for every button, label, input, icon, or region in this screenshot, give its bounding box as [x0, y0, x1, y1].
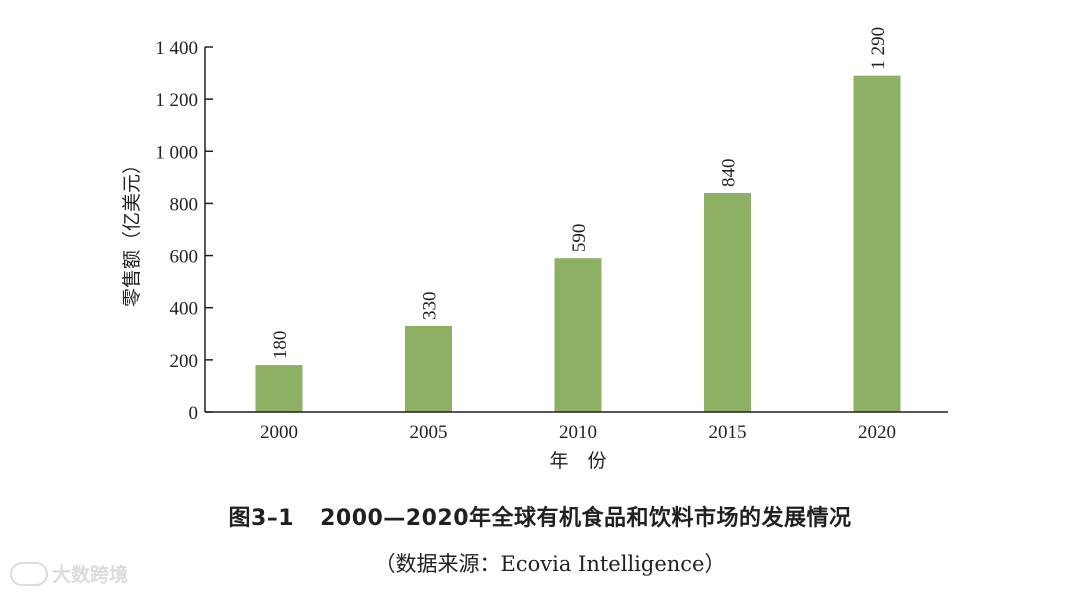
watermark: 大数跨境 [10, 560, 128, 587]
figure-number: 图3–1 [228, 506, 295, 531]
figure-caption: 图3–1 2000—2020年全球有机食品和饮料市场的发展情况 [0, 500, 1080, 532]
x-tick-label: 2000 [260, 422, 298, 443]
figure-source: （数据来源：Ecovia Intelligence） [374, 552, 726, 576]
bar-value-label-2015: 840 [719, 159, 740, 188]
y-tick-label: 1 400 [155, 38, 198, 59]
y-axis-ticks: 0 200 400 600 800 1 000 1 200 1 400 [155, 38, 213, 424]
bar-2020 [853, 75, 901, 412]
y-tick-label: 200 [170, 351, 199, 372]
bar-value-label-2020: 1 290 [868, 27, 889, 70]
watermark-text: 大数跨境 [52, 564, 129, 586]
bar-2010 [554, 258, 602, 412]
bar-value-label-2005: 330 [420, 291, 441, 320]
bar-2000 [255, 365, 303, 412]
y-tick-label: 0 [189, 403, 199, 424]
y-tick-label: 1 200 [155, 90, 198, 111]
bars: 180 330 590 840 1 290 [255, 27, 901, 412]
x-axis-title: 年 份 [549, 450, 606, 472]
x-tick-label: 2015 [709, 422, 747, 443]
bar-2005 [405, 325, 452, 412]
x-tick-label: 2020 [858, 422, 896, 443]
bar-value-label-2010: 590 [569, 224, 590, 253]
y-tick-label: 1 000 [155, 142, 198, 163]
y-tick-label: 800 [170, 194, 199, 215]
y-tick-label: 400 [170, 299, 199, 320]
figure-title: 2000—2020年全球有机食品和饮料市场的发展情况 [320, 506, 852, 531]
watermark-logo-icon [10, 561, 48, 586]
x-tick-label: 2005 [410, 422, 448, 443]
bar-2015 [704, 193, 751, 412]
y-axis-title: 零售额（亿美元） [121, 155, 143, 307]
y-tick-label: 600 [170, 247, 199, 268]
x-tick-label: 2010 [559, 422, 597, 443]
x-axis-ticks: 2000 2005 2010 2015 2020 [260, 422, 896, 443]
bar-value-label-2000: 180 [270, 331, 291, 360]
